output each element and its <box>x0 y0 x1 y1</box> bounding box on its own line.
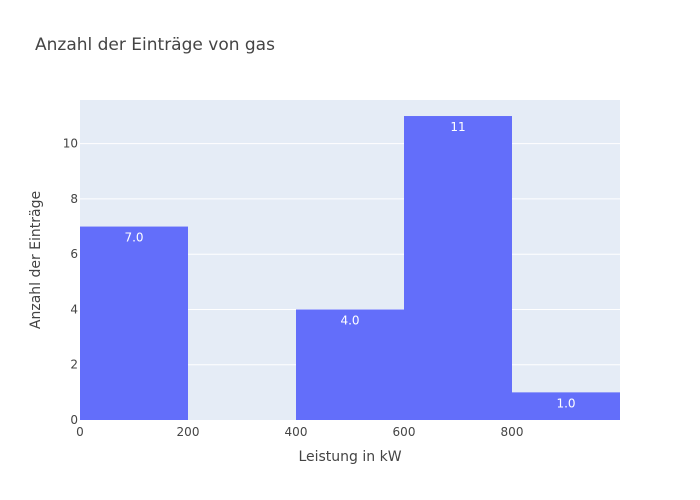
y-tick-label: 8 <box>70 192 78 206</box>
y-tick-label: 6 <box>70 247 78 261</box>
chart-title: Anzahl der Einträge von gas <box>35 35 275 55</box>
histogram-bar <box>512 392 620 420</box>
bar-value-label: 1.0 <box>556 396 575 410</box>
x-tick-label: 0 <box>76 425 84 439</box>
histogram-bar <box>80 226 188 420</box>
bar-value-label: 4.0 <box>340 313 359 327</box>
bar-value-labels: 7.0 4.0 11 1.0 <box>124 120 575 410</box>
x-tick-label: 600 <box>393 425 416 439</box>
y-tick-label: 10 <box>63 137 78 151</box>
x-tick-label: 200 <box>177 425 200 439</box>
bar-value-label: 7.0 <box>124 231 143 245</box>
x-axis-title: Leistung in kW <box>298 449 401 465</box>
histogram-bar <box>296 309 404 420</box>
x-axis-ticks: 0 200 400 600 800 <box>76 425 523 439</box>
x-tick-label: 800 <box>501 425 524 439</box>
bar-value-label: 11 <box>450 120 465 134</box>
x-tick-label: 400 <box>285 425 308 439</box>
y-tick-label: 4 <box>70 302 78 316</box>
histogram-bar <box>404 116 512 420</box>
y-tick-label: 2 <box>70 358 78 372</box>
y-axis-title: Anzahl der Einträge <box>28 191 44 329</box>
bars <box>80 116 620 420</box>
y-axis-ticks: 0 2 4 6 8 10 <box>63 137 78 427</box>
y-tick-label: 0 <box>70 413 78 427</box>
